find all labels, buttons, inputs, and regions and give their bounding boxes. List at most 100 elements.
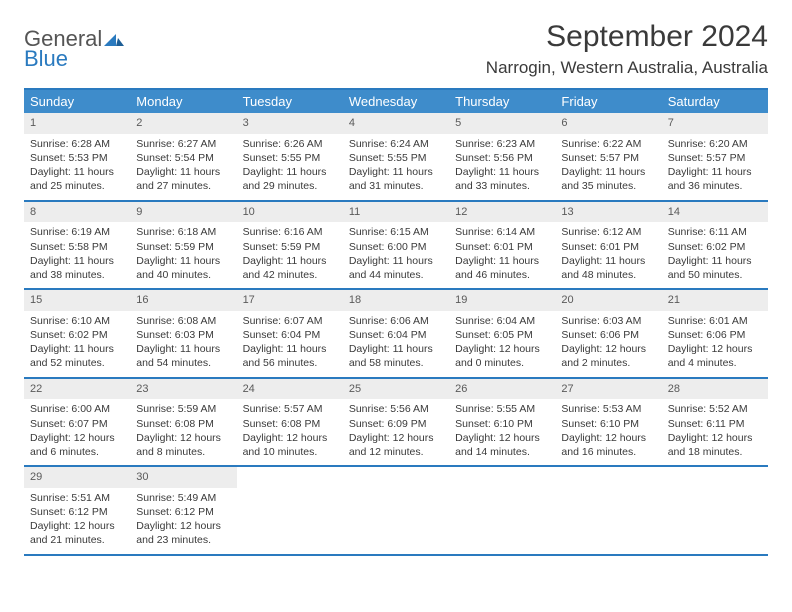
day-line: Sunrise: 6:24 AM [349,137,443,151]
day-number: 22 [24,379,130,400]
day-line: Daylight: 11 hours [349,342,443,356]
day-line: Sunrise: 6:22 AM [561,137,655,151]
day-body: Sunrise: 6:12 AMSunset: 6:01 PMDaylight:… [555,222,661,288]
day-body: Sunrise: 6:14 AMSunset: 6:01 PMDaylight:… [449,222,555,288]
day-number: 3 [237,113,343,134]
day-line: Sunset: 5:56 PM [455,151,549,165]
day-line: Sunset: 5:59 PM [243,240,337,254]
day-cell [449,467,555,554]
weeks-container: 1Sunrise: 6:28 AMSunset: 5:53 PMDaylight… [24,113,768,556]
day-body: Sunrise: 6:15 AMSunset: 6:00 PMDaylight:… [343,222,449,288]
day-body: Sunrise: 6:27 AMSunset: 5:54 PMDaylight:… [130,134,236,200]
day-line: and 52 minutes. [30,356,124,370]
day-line: and 40 minutes. [136,268,230,282]
day-line: Sunrise: 6:26 AM [243,137,337,151]
day-cell: 22Sunrise: 6:00 AMSunset: 6:07 PMDayligh… [24,379,130,466]
day-number: 24 [237,379,343,400]
day-line: Daylight: 12 hours [30,431,124,445]
day-line: and 29 minutes. [243,179,337,193]
day-line: Sunset: 6:12 PM [136,505,230,519]
day-number: 18 [343,290,449,311]
day-body: Sunrise: 6:22 AMSunset: 5:57 PMDaylight:… [555,134,661,200]
day-line: Sunset: 6:10 PM [455,417,549,431]
day-line: Daylight: 11 hours [455,165,549,179]
day-line: Sunrise: 6:10 AM [30,314,124,328]
day-body: Sunrise: 5:52 AMSunset: 6:11 PMDaylight:… [662,399,768,465]
day-line: Daylight: 12 hours [668,342,762,356]
day-number: 12 [449,202,555,223]
day-cell: 21Sunrise: 6:01 AMSunset: 6:06 PMDayligh… [662,290,768,377]
day-line: Sunset: 6:03 PM [136,328,230,342]
day-body: Sunrise: 6:19 AMSunset: 5:58 PMDaylight:… [24,222,130,288]
day-line: Daylight: 11 hours [243,342,337,356]
day-line: Sunset: 6:06 PM [668,328,762,342]
day-body: Sunrise: 6:26 AMSunset: 5:55 PMDaylight:… [237,134,343,200]
day-line: Daylight: 11 hours [30,342,124,356]
day-line: Daylight: 12 hours [349,431,443,445]
week-row: 1Sunrise: 6:28 AMSunset: 5:53 PMDaylight… [24,113,768,202]
day-body: Sunrise: 5:56 AMSunset: 6:09 PMDaylight:… [343,399,449,465]
day-line: Sunrise: 6:19 AM [30,225,124,239]
day-number: 29 [24,467,130,488]
day-line: Sunset: 6:08 PM [243,417,337,431]
day-body: Sunrise: 6:08 AMSunset: 6:03 PMDaylight:… [130,311,236,377]
day-body: Sunrise: 6:28 AMSunset: 5:53 PMDaylight:… [24,134,130,200]
day-number: 2 [130,113,236,134]
day-line: Daylight: 11 hours [349,165,443,179]
day-number: 25 [343,379,449,400]
day-line: Sunset: 5:57 PM [668,151,762,165]
day-cell: 25Sunrise: 5:56 AMSunset: 6:09 PMDayligh… [343,379,449,466]
day-cell: 30Sunrise: 5:49 AMSunset: 6:12 PMDayligh… [130,467,236,554]
day-line: Daylight: 12 hours [136,431,230,445]
day-cell: 11Sunrise: 6:15 AMSunset: 6:00 PMDayligh… [343,202,449,289]
day-header: Saturday [662,90,768,113]
day-line: and 8 minutes. [136,445,230,459]
day-number: 21 [662,290,768,311]
day-line: and 35 minutes. [561,179,655,193]
day-body: Sunrise: 6:11 AMSunset: 6:02 PMDaylight:… [662,222,768,288]
day-line: and 42 minutes. [243,268,337,282]
title-block: September 2024 Narrogin, Western Austral… [486,20,768,78]
day-line: Sunset: 5:55 PM [243,151,337,165]
day-line: and 16 minutes. [561,445,655,459]
day-number: 28 [662,379,768,400]
day-line: Sunset: 5:59 PM [136,240,230,254]
week-row: 8Sunrise: 6:19 AMSunset: 5:58 PMDaylight… [24,202,768,291]
day-header: Sunday [24,90,130,113]
week-row: 22Sunrise: 6:00 AMSunset: 6:07 PMDayligh… [24,379,768,468]
day-cell: 27Sunrise: 5:53 AMSunset: 6:10 PMDayligh… [555,379,661,466]
day-line: and 46 minutes. [455,268,549,282]
day-line: and 23 minutes. [136,533,230,547]
day-cell: 17Sunrise: 6:07 AMSunset: 6:04 PMDayligh… [237,290,343,377]
day-line: and 10 minutes. [243,445,337,459]
day-line: and 12 minutes. [349,445,443,459]
day-line: and 36 minutes. [668,179,762,193]
day-header: Tuesday [237,90,343,113]
day-body: Sunrise: 6:04 AMSunset: 6:05 PMDaylight:… [449,311,555,377]
day-line: Sunset: 5:55 PM [349,151,443,165]
day-cell: 24Sunrise: 5:57 AMSunset: 6:08 PMDayligh… [237,379,343,466]
day-line: and 14 minutes. [455,445,549,459]
day-body: Sunrise: 5:49 AMSunset: 6:12 PMDaylight:… [130,488,236,554]
day-line: Sunset: 5:54 PM [136,151,230,165]
day-line: Sunrise: 6:15 AM [349,225,443,239]
day-line: Sunrise: 6:00 AM [30,402,124,416]
day-body: Sunrise: 5:57 AMSunset: 6:08 PMDaylight:… [237,399,343,465]
day-cell: 28Sunrise: 5:52 AMSunset: 6:11 PMDayligh… [662,379,768,466]
day-line: Sunset: 6:08 PM [136,417,230,431]
day-number: 11 [343,202,449,223]
day-line: Sunrise: 6:03 AM [561,314,655,328]
day-header: Monday [130,90,236,113]
day-body: Sunrise: 6:06 AMSunset: 6:04 PMDaylight:… [343,311,449,377]
day-cell: 20Sunrise: 6:03 AMSunset: 6:06 PMDayligh… [555,290,661,377]
week-row: 15Sunrise: 6:10 AMSunset: 6:02 PMDayligh… [24,290,768,379]
day-header-row: Sunday Monday Tuesday Wednesday Thursday… [24,90,768,113]
day-line: Daylight: 12 hours [455,431,549,445]
day-cell: 15Sunrise: 6:10 AMSunset: 6:02 PMDayligh… [24,290,130,377]
day-body: Sunrise: 6:10 AMSunset: 6:02 PMDaylight:… [24,311,130,377]
day-body: Sunrise: 5:51 AMSunset: 6:12 PMDaylight:… [24,488,130,554]
day-line: Sunset: 6:02 PM [668,240,762,254]
header: General September 2024 Narrogin, Western… [24,20,768,78]
day-line: Daylight: 11 hours [561,165,655,179]
day-number: 17 [237,290,343,311]
